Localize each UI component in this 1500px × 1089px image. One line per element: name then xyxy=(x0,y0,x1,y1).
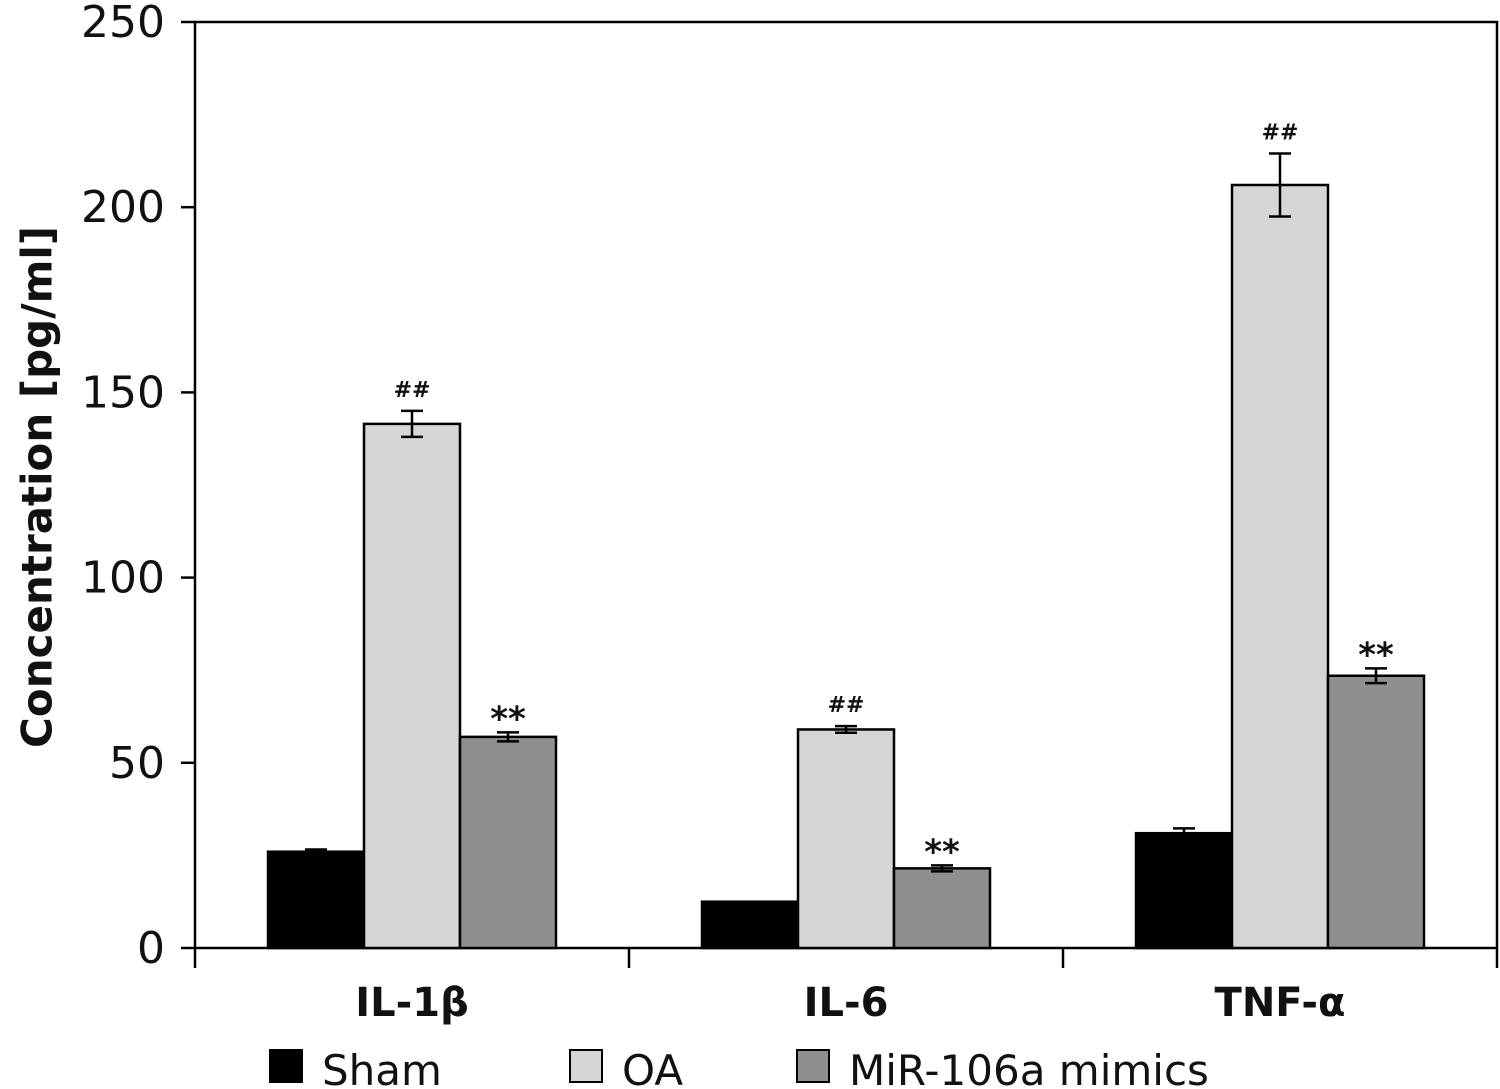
legend-swatch xyxy=(269,1049,303,1083)
x-tick-label: TNF-α xyxy=(1215,980,1346,1026)
significance-annotation: ## xyxy=(828,693,865,718)
x-tick-label: IL-1β xyxy=(355,980,468,1026)
bar xyxy=(266,850,366,950)
bar xyxy=(1230,183,1330,950)
significance-annotation: ## xyxy=(394,378,431,403)
bars xyxy=(266,152,1426,950)
significance-annotation: ** xyxy=(1358,635,1394,675)
bar xyxy=(458,735,558,950)
bar xyxy=(892,867,992,950)
x-axis: IL-1β IL-6 TNF-α xyxy=(193,948,1499,1026)
legend: Sham OA MiR-106a mimics xyxy=(269,1046,1209,1089)
y-tick-label: 150 xyxy=(81,367,165,418)
bar xyxy=(796,728,896,950)
y-axis: 0 50 100 150 200 250 xyxy=(81,0,195,974)
y-tick-label: 250 xyxy=(81,0,165,48)
legend-swatch xyxy=(796,1049,830,1083)
legend-swatch xyxy=(569,1049,603,1083)
significance-annotation: ** xyxy=(924,832,960,872)
y-tick-label: 0 xyxy=(137,923,165,974)
bar xyxy=(1134,831,1234,950)
legend-label: OA xyxy=(622,1046,683,1089)
x-tick-label: IL-6 xyxy=(804,980,889,1026)
legend-label: MiR-106a mimics xyxy=(849,1046,1209,1089)
legend-label: Sham xyxy=(322,1046,442,1089)
significance-annotation: ** xyxy=(490,699,526,739)
annotations: ## ## ## ** ** ** xyxy=(394,120,1394,872)
bar xyxy=(700,900,800,950)
y-tick-label: 100 xyxy=(81,553,165,604)
y-tick-label: 50 xyxy=(109,738,165,789)
y-axis-label: Concentration [pg/ml] xyxy=(13,226,62,748)
bar xyxy=(1326,674,1426,950)
bar xyxy=(362,422,462,950)
significance-annotation: ## xyxy=(1262,120,1299,145)
y-tick-label: 200 xyxy=(81,182,165,233)
